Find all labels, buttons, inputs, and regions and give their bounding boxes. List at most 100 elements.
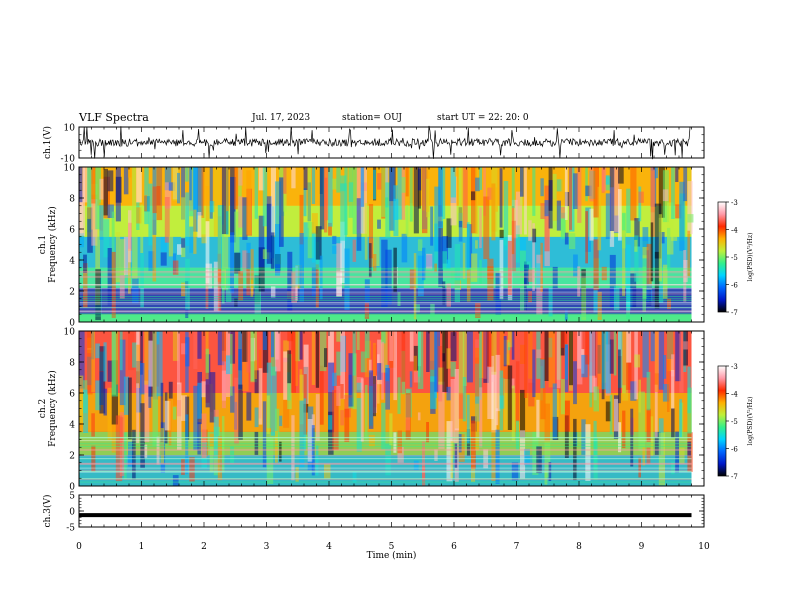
station-label: station= OUJ [342, 113, 403, 123]
s1-streak [303, 167, 308, 190]
s2-streak [671, 408, 675, 438]
s1-streak [483, 196, 490, 260]
s2-streak [299, 400, 305, 468]
s1-streak [234, 167, 238, 210]
s1-streak [577, 167, 582, 223]
s2-streak [344, 394, 351, 418]
s2-streak [319, 331, 327, 372]
s1-streak [613, 286, 620, 311]
s1-streak [136, 207, 142, 224]
s1-streak [328, 222, 332, 236]
s2-line-tone [79, 446, 692, 447]
s1-line-tone [79, 307, 692, 309]
s1-streak [168, 182, 176, 191]
s1-ytick-label: 6 [69, 226, 75, 236]
s1-streak [548, 180, 553, 229]
s2-streak [348, 374, 352, 395]
s2-streak [136, 383, 140, 444]
s2-streak [662, 384, 670, 402]
s1-streak [103, 219, 110, 258]
s2-streak [87, 349, 93, 395]
s2-streak [177, 382, 182, 450]
s1-ytick-label: 8 [69, 195, 75, 205]
s1-streak [397, 167, 403, 220]
s1-streak [315, 226, 322, 260]
s1-streak [442, 236, 448, 264]
s2-streak [622, 385, 626, 394]
s1-streak [650, 167, 655, 237]
s2-streak [585, 331, 591, 365]
s2-streak [328, 331, 334, 393]
s1-streak [164, 182, 172, 209]
s2-streak [299, 369, 303, 423]
s1-streak [181, 282, 188, 297]
s2-colorbar-tick-label: -5 [731, 418, 738, 426]
s1-streak [487, 187, 494, 200]
s2-line-tone [79, 463, 692, 465]
s2-streak [197, 422, 201, 455]
s1-streak [368, 204, 374, 259]
s2-streak [160, 382, 164, 442]
s2-line-tone [79, 464, 692, 465]
s2-streak [299, 331, 303, 360]
s2-ytick-label: 6 [69, 390, 75, 400]
s1-streak [442, 281, 446, 306]
s2-streak [156, 331, 160, 345]
s1-streak [499, 239, 504, 300]
s1-streak [446, 259, 451, 269]
s2-streak [254, 407, 259, 428]
s1-streak [454, 167, 459, 177]
s2-streak [123, 376, 129, 415]
s2-streak [115, 331, 119, 385]
s2-streak [450, 361, 456, 377]
s1-streak [413, 167, 419, 234]
s1-streak [630, 273, 637, 308]
s1-streak [487, 258, 494, 301]
s1-streak [83, 254, 87, 273]
s2-colorbar [717, 365, 727, 477]
s1-streak [123, 236, 131, 276]
s1-streak [564, 309, 568, 321]
w3-ylabel: ch.3(V) [42, 495, 53, 528]
s2-streak [552, 383, 557, 440]
s2-streak [605, 401, 611, 422]
w1-ytick-label: 10 [64, 124, 76, 134]
s1-streak [438, 167, 444, 229]
s2-streak [295, 331, 298, 386]
s2-streak [315, 445, 319, 476]
s2-streak [340, 410, 344, 426]
s1-streak [417, 239, 423, 251]
s2-streak [650, 416, 654, 456]
w1-ytick-label: -10 [61, 155, 76, 165]
s1-streak [426, 178, 430, 218]
s1-streak [242, 197, 248, 240]
s1-streak [511, 199, 518, 239]
s1-streak [160, 236, 168, 252]
s2-streak [524, 448, 530, 466]
s1-streak [593, 279, 598, 313]
s1-streak [589, 167, 594, 202]
s2-streak [295, 467, 299, 482]
s2-streak [340, 331, 345, 400]
s1-colorbar-tick-label: -6 [731, 282, 738, 290]
s2-streak [128, 377, 132, 440]
s2-streak [434, 331, 440, 392]
s2-streak [422, 441, 425, 479]
s1-streak [164, 167, 172, 191]
s1-streak [630, 167, 637, 221]
s1-streak [340, 183, 347, 241]
s1-streak [405, 205, 409, 236]
s1-streak [291, 167, 296, 189]
s1-line-tone [79, 303, 692, 305]
s2-streak [462, 331, 467, 386]
s2-streak [515, 420, 519, 451]
s2-ytick-label: 8 [69, 359, 75, 369]
s2-streak [373, 376, 376, 417]
s1-streak [107, 170, 114, 192]
s2-line-tone [79, 443, 692, 445]
s1-streak [270, 167, 276, 236]
s1-colorbar [717, 201, 727, 313]
s1-streak [307, 167, 311, 229]
s2-streak [450, 332, 457, 362]
s2-streak [111, 416, 116, 453]
